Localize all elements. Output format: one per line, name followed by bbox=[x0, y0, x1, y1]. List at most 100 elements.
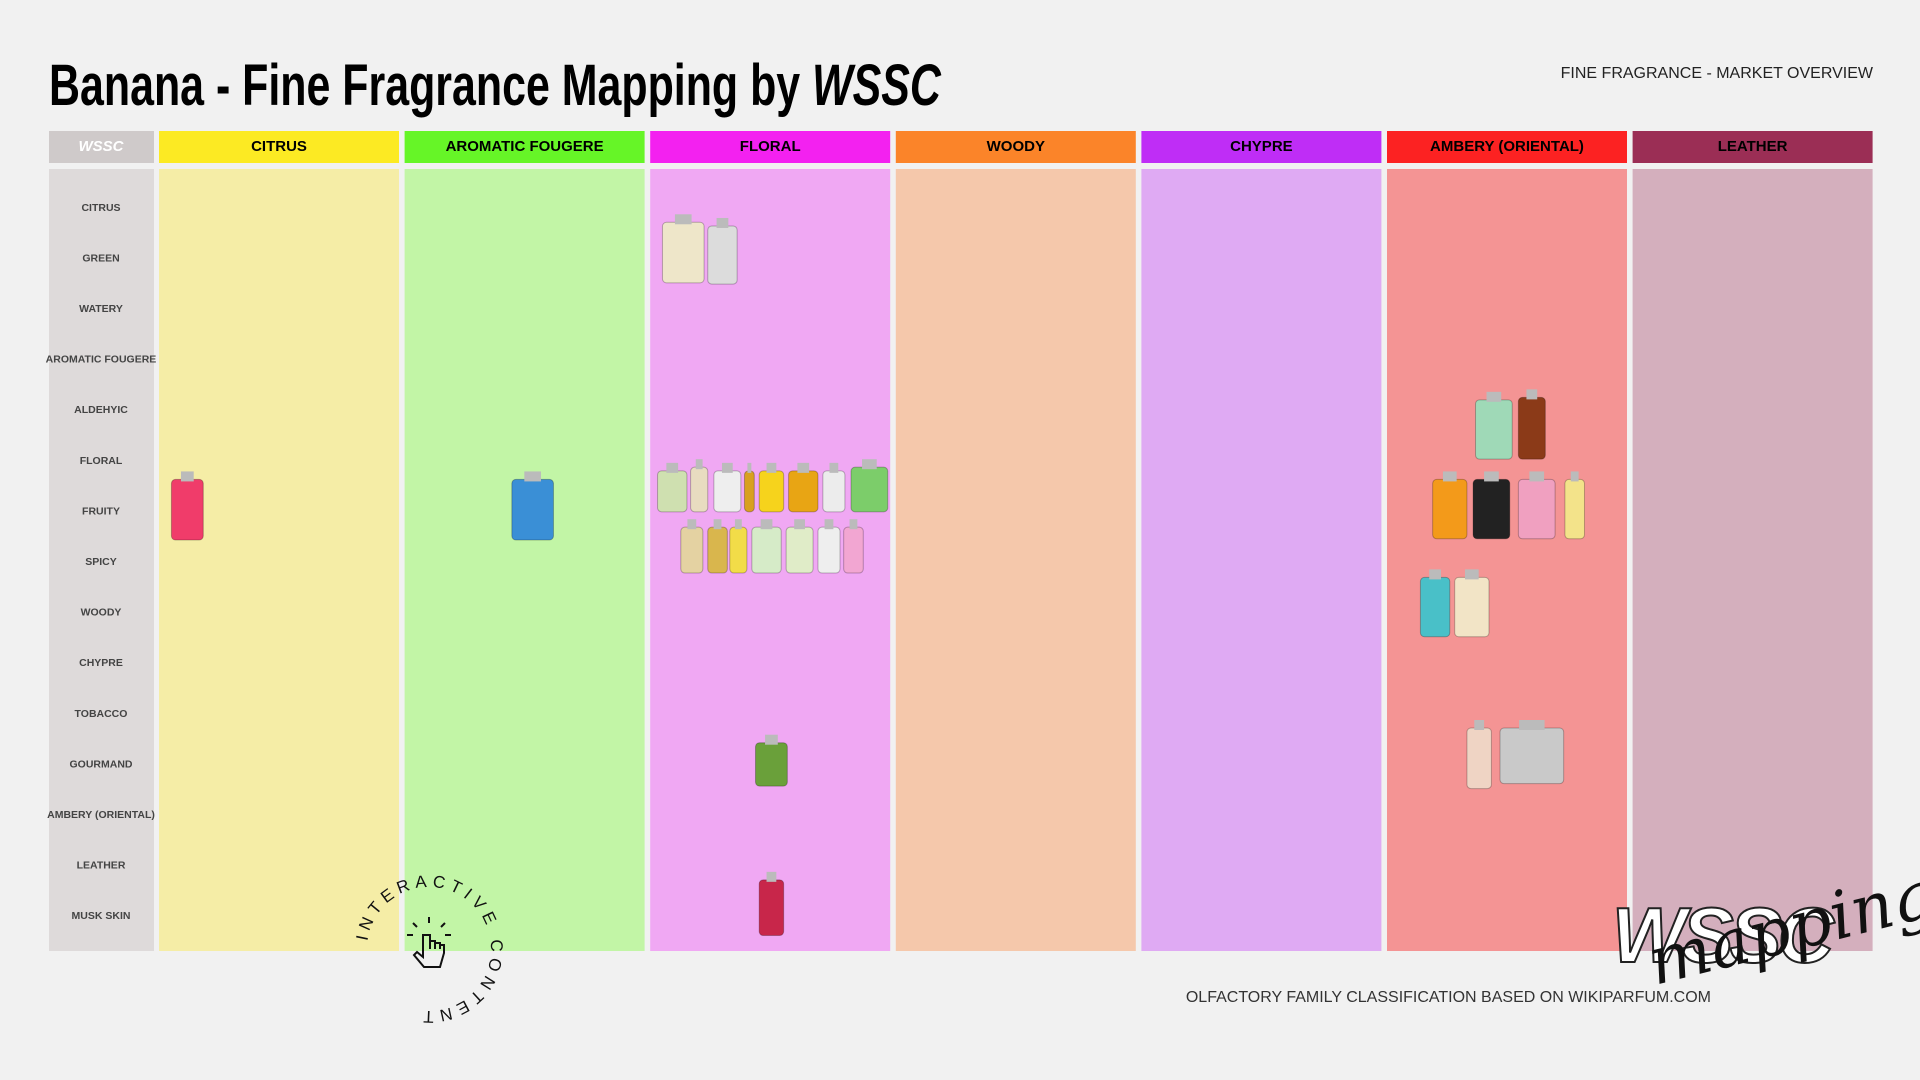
bottle-cap bbox=[687, 519, 697, 530]
title: Banana - Fine Fragrance Mapping by WSSC bbox=[49, 53, 942, 118]
title-group: Banana - Fine Fragrance Mapping by WSSC bbox=[49, 53, 942, 118]
bottle-cap bbox=[829, 462, 839, 473]
column-label: FLORAL bbox=[740, 138, 801, 155]
bottle-cap bbox=[713, 519, 722, 530]
column-body bbox=[1387, 169, 1627, 951]
column-label: CITRUS bbox=[251, 138, 307, 155]
bottle-cap bbox=[824, 519, 834, 530]
bottle-cap bbox=[862, 459, 877, 470]
row-label: ALDEHYIC bbox=[74, 404, 128, 416]
bottle-cap bbox=[180, 471, 194, 482]
bottle-cap bbox=[1442, 471, 1457, 482]
column-header bbox=[1141, 131, 1382, 163]
product-bottle bbox=[1466, 727, 1492, 790]
bottle-cap bbox=[849, 519, 858, 530]
product-bottle bbox=[755, 742, 788, 787]
column-label: AROMATIC FOUGERE bbox=[446, 138, 604, 155]
column-body bbox=[1141, 169, 1382, 951]
product-bottle bbox=[785, 526, 814, 574]
column-body bbox=[159, 169, 399, 951]
product-bottle bbox=[1517, 478, 1556, 540]
bottle-cap bbox=[765, 734, 778, 745]
product-bottle bbox=[751, 526, 782, 574]
bottle-cap bbox=[794, 519, 805, 530]
row-label: WATERY bbox=[79, 303, 123, 315]
hand-icon[interactable] bbox=[407, 917, 451, 968]
product-bottle bbox=[707, 225, 738, 285]
bottle-cap bbox=[1526, 389, 1538, 400]
bottle-cap bbox=[1529, 471, 1545, 482]
row-label: GREEN bbox=[82, 252, 119, 264]
grid: CITRUS AROMATIC FOUGERE FLORAL WOODY CHYPRE A… bbox=[46, 131, 1873, 951]
row-label: GOURMAND bbox=[70, 758, 133, 770]
bottle-cap bbox=[1570, 471, 1579, 482]
product-bottle bbox=[713, 470, 742, 513]
product-bottle bbox=[511, 478, 554, 541]
column-label: LEATHER bbox=[1718, 138, 1788, 155]
column-header bbox=[895, 131, 1136, 163]
column-label: AMBERY (ORIENTAL) bbox=[1430, 138, 1584, 155]
product-bottle bbox=[1564, 478, 1585, 540]
product-bottle bbox=[661, 221, 705, 284]
bottle-cap bbox=[716, 217, 729, 228]
product-bottle bbox=[657, 470, 688, 513]
bottle-cap bbox=[721, 462, 733, 473]
column-header bbox=[650, 131, 891, 163]
product-bottle bbox=[758, 879, 785, 937]
row-label: WOODY bbox=[81, 607, 122, 619]
bottle-cap bbox=[766, 871, 777, 882]
row-label: SPICY bbox=[85, 556, 117, 568]
product-bottle bbox=[1472, 478, 1511, 540]
product-bottle bbox=[817, 526, 841, 574]
bottle-cap bbox=[695, 459, 703, 470]
product-bottle bbox=[707, 526, 728, 574]
bottle-cap bbox=[1486, 391, 1502, 402]
product-bottle bbox=[1419, 576, 1451, 638]
row-label: CITRUS bbox=[81, 202, 120, 214]
row-label: LEATHER bbox=[77, 860, 126, 872]
bottle-cap bbox=[797, 462, 810, 473]
title-brand: WSSC bbox=[812, 53, 942, 118]
row-label: AROMATIC FOUGERE bbox=[46, 354, 157, 366]
bottle-cap bbox=[1474, 720, 1485, 730]
column-body bbox=[404, 169, 645, 951]
bottle-cap bbox=[1464, 569, 1479, 580]
product-bottle bbox=[729, 526, 748, 574]
bottle-cap bbox=[1484, 471, 1499, 482]
product-bottle bbox=[843, 526, 864, 574]
column-body bbox=[1632, 169, 1873, 951]
bottle-cap bbox=[747, 462, 752, 473]
row-label: TOBACCO bbox=[75, 708, 128, 720]
row-label: CHYPRE bbox=[79, 657, 123, 669]
product-bottle bbox=[788, 470, 819, 513]
products bbox=[170, 214, 1585, 937]
product-bottle bbox=[1475, 399, 1513, 460]
column-header bbox=[404, 131, 645, 163]
corner-header bbox=[49, 131, 154, 163]
bottle-cap bbox=[524, 471, 541, 482]
bottle-cap bbox=[766, 462, 777, 473]
column-header bbox=[1387, 131, 1627, 163]
bottle-cap bbox=[666, 462, 679, 473]
product-bottle bbox=[680, 526, 704, 574]
product-bottle bbox=[1432, 478, 1468, 540]
product-bottle bbox=[743, 470, 755, 513]
title-text: Banana - Fine Fragrance Mapping by bbox=[49, 53, 801, 118]
row-label: FRUITY bbox=[82, 505, 120, 517]
column-label: CHYPRE bbox=[1230, 138, 1293, 155]
product-bottle bbox=[1499, 727, 1565, 785]
product-bottle bbox=[1454, 576, 1490, 638]
logo-brand: WSSC bbox=[1612, 891, 1836, 979]
footer-note: OLFACTORY FAMILY CLASSIFICATION BASED ON… bbox=[1186, 989, 1711, 1006]
subtitle: FINE FRAGRANCE - MARKET OVERVIEW bbox=[1561, 65, 1874, 82]
product-bottle bbox=[1517, 396, 1546, 460]
column-body bbox=[895, 169, 1136, 951]
product-bottle bbox=[850, 466, 889, 513]
product-bottle bbox=[170, 478, 204, 541]
bottle-cap bbox=[760, 519, 773, 530]
row-label: MUSK SKIN bbox=[72, 910, 131, 922]
corner-label: WSSC bbox=[79, 138, 125, 155]
product-bottle bbox=[822, 470, 846, 513]
bottle-cap bbox=[674, 214, 692, 225]
